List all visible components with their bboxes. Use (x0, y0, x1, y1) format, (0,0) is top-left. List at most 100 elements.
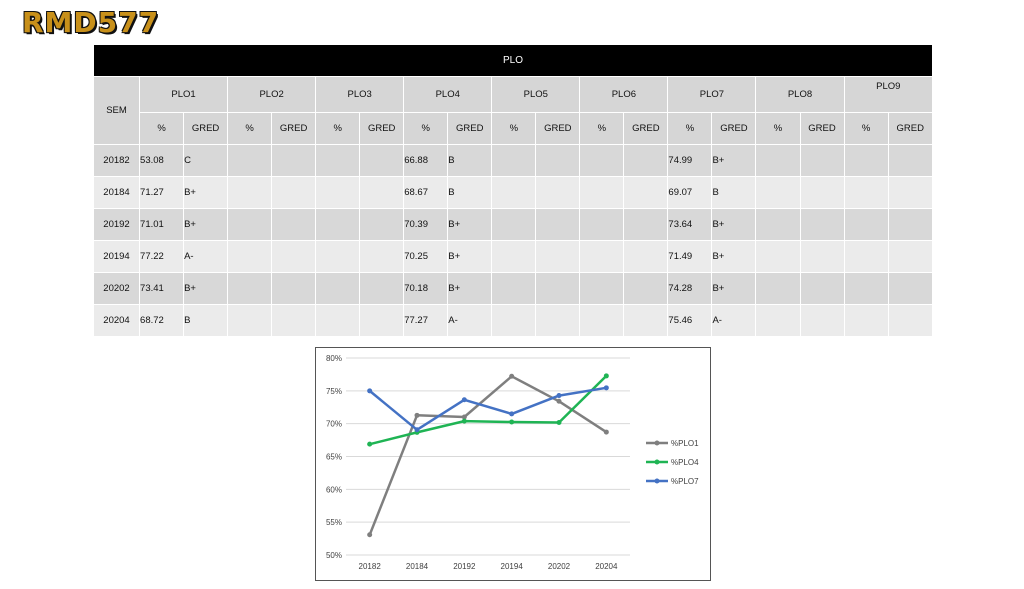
gred-cell (623, 208, 669, 241)
gred-cell: B (447, 176, 493, 209)
data-point (603, 373, 609, 379)
y-tick-label: 50% (326, 551, 342, 560)
legend-marker (654, 440, 660, 446)
y-tick-label: 65% (326, 453, 342, 462)
percent-cell (315, 176, 361, 209)
gred-cell (799, 208, 845, 241)
gred-cell: B+ (447, 208, 493, 241)
gred-cell (887, 240, 934, 273)
percent-cell: 71.49 (667, 240, 713, 273)
percent-cell: 66.88 (403, 144, 449, 177)
gred-cell: B+ (711, 272, 757, 305)
percent-cell (227, 272, 273, 305)
plo-header: PLO3 (315, 76, 405, 113)
sem-cell: 20204 (92, 304, 141, 337)
gred-cell: B+ (447, 240, 493, 273)
plo-header: PLO2 (227, 76, 317, 113)
plo-header: PLO9 (843, 76, 934, 113)
gred-cell (359, 208, 405, 241)
percent-cell (579, 304, 625, 337)
table-row: 20202 73.41 B+ 70.18 B+ 74.28 B+ (92, 272, 934, 305)
gred-cell (799, 144, 845, 177)
gred-cell (535, 144, 581, 177)
y-tick-label: 55% (326, 518, 342, 527)
percent-cell: 75.46 (667, 304, 713, 337)
y-tick-label: 80% (326, 354, 342, 363)
y-tick-label: 70% (326, 420, 342, 429)
percent-subheader: % (491, 112, 537, 145)
gred-cell (271, 176, 317, 209)
gred-cell (623, 272, 669, 305)
data-point (603, 385, 609, 391)
percent-cell (227, 144, 273, 177)
gred-cell (623, 240, 669, 273)
data-point (367, 441, 373, 447)
gred-cell (799, 304, 845, 337)
gred-cell: B+ (183, 208, 229, 241)
data-point (509, 419, 515, 425)
percent-cell: 74.28 (667, 272, 713, 305)
plo-header: PLO4 (403, 76, 493, 113)
gred-cell (359, 176, 405, 209)
sem-cell: 20192 (92, 208, 141, 241)
percent-cell (579, 272, 625, 305)
percent-cell (227, 176, 273, 209)
gred-cell (359, 240, 405, 273)
x-tick-label: 20182 (359, 562, 382, 571)
data-point (556, 398, 562, 404)
percent-cell: 71.27 (139, 176, 185, 209)
gred-cell (535, 272, 581, 305)
gred-cell: C (183, 144, 229, 177)
gred-cell: A- (711, 304, 757, 337)
percent-cell: 73.64 (667, 208, 713, 241)
percent-cell (227, 208, 273, 241)
percent-cell (579, 240, 625, 273)
table-row: 20184 71.27 B+ 68.67 B 69.07 B (92, 176, 934, 209)
legend-label: %PLO1 (671, 439, 699, 448)
percent-cell (315, 208, 361, 241)
x-tick-label: 20194 (501, 562, 524, 571)
plo-header: PLO1 (139, 76, 229, 113)
series-line-plo4 (369, 375, 608, 446)
gred-cell (271, 272, 317, 305)
percent-cell: 74.99 (667, 144, 713, 177)
table-row: 20194 77.22 A- 70.25 B+ 71.49 B+ (92, 240, 934, 273)
gred-cell (799, 176, 845, 209)
percent-cell: 68.72 (139, 304, 185, 337)
percent-cell (843, 304, 889, 337)
gred-subheader: GRED (887, 112, 934, 145)
gred-cell (271, 144, 317, 177)
gred-cell (623, 304, 669, 337)
table-title: PLO (93, 44, 933, 77)
gred-cell: B+ (711, 240, 757, 273)
gred-cell (887, 144, 934, 177)
data-point (367, 388, 373, 394)
percent-cell (491, 272, 537, 305)
gred-subheader: GRED (711, 112, 757, 145)
y-tick-label: 60% (326, 485, 342, 494)
percent-cell (843, 144, 889, 177)
gred-subheader: GRED (623, 112, 669, 145)
data-point (509, 373, 515, 379)
gred-subheader: GRED (359, 112, 405, 145)
gred-cell (887, 176, 934, 209)
percent-cell (843, 208, 889, 241)
percent-cell (491, 144, 537, 177)
data-point (509, 411, 515, 417)
chart-svg: 50% 55% 60% 65% 70% 75% 80% 20182 20184 20192 2019… (326, 354, 699, 571)
percent-cell (491, 208, 537, 241)
data-point (603, 429, 609, 435)
gred-subheader: GRED (271, 112, 317, 145)
gred-cell (799, 240, 845, 273)
percent-cell (491, 240, 537, 273)
percent-cell (315, 304, 361, 337)
gred-cell (535, 176, 581, 209)
gred-subheader: GRED (799, 112, 845, 145)
percent-cell (755, 176, 801, 209)
legend-marker (654, 459, 660, 465)
percent-cell: 53.08 (139, 144, 185, 177)
sem-cell: 20182 (92, 144, 141, 177)
x-tick-label: 20204 (595, 562, 618, 571)
gred-cell (535, 208, 581, 241)
percent-cell: 69.07 (667, 176, 713, 209)
